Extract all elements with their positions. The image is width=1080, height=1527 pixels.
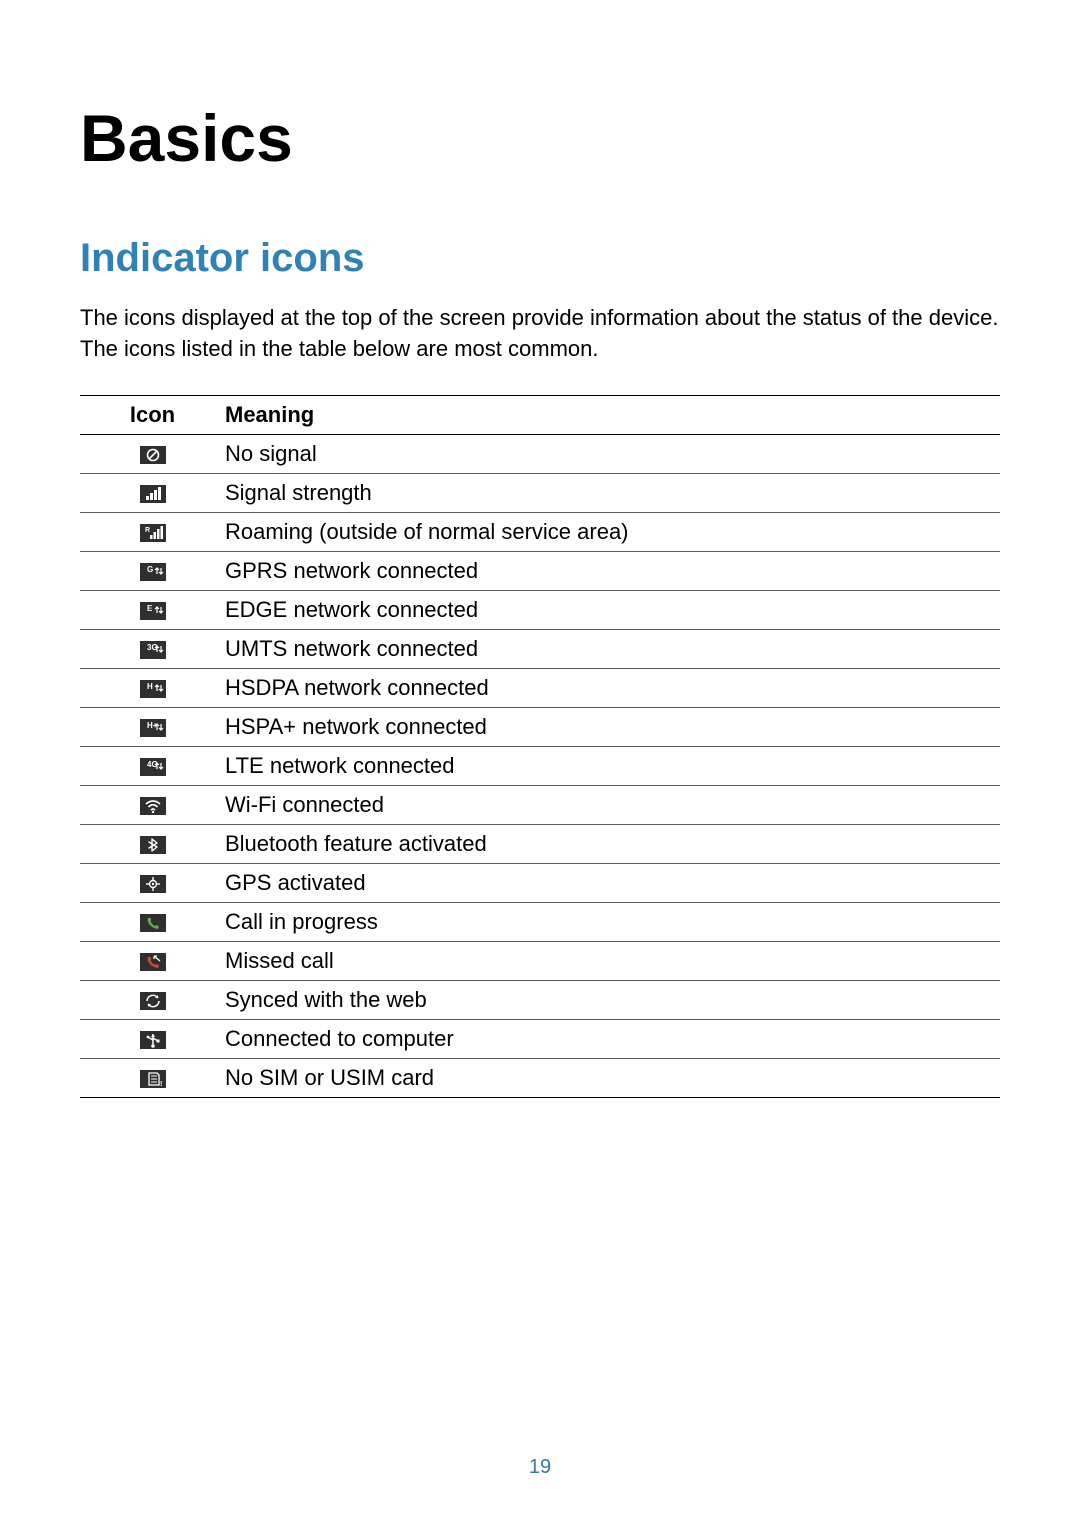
meaning-cell: No SIM or USIM card [225, 1058, 1000, 1097]
meaning-cell: GPRS network connected [225, 551, 1000, 590]
call-icon [140, 914, 166, 932]
icon-cell: R [80, 512, 225, 551]
meaning-cell: Connected to computer [225, 1019, 1000, 1058]
section-heading: Indicator icons [80, 236, 1000, 281]
signal-icon [140, 485, 166, 503]
edge-icon: E [140, 602, 166, 620]
icon-cell [80, 434, 225, 473]
meaning-cell: LTE network connected [225, 746, 1000, 785]
table-row: G GPRS network connected [80, 551, 1000, 590]
gprs-icon: G [140, 563, 166, 581]
icon-cell: 4G [80, 746, 225, 785]
icon-cell: G [80, 551, 225, 590]
hsdpa-icon: H [140, 680, 166, 698]
icon-cell: H+ [80, 707, 225, 746]
svg-text:R: R [145, 527, 150, 534]
svg-text:E: E [147, 604, 153, 613]
icon-cell: H [80, 668, 225, 707]
gps-icon [140, 875, 166, 893]
meaning-cell: Bluetooth feature activated [225, 824, 1000, 863]
page-number: 19 [0, 1456, 1080, 1479]
page-title: Basics [80, 100, 1000, 176]
table-row: R Roaming (outside of normal service area… [80, 512, 1000, 551]
table-row: H HSDPA network connected [80, 668, 1000, 707]
table-row: Missed call [80, 941, 1000, 980]
meaning-cell: UMTS network connected [225, 629, 1000, 668]
table-row: Signal strength [80, 473, 1000, 512]
table-row: ! No SIM or USIM card [80, 1058, 1000, 1097]
col-header-meaning: Meaning [225, 395, 1000, 434]
icon-cell [80, 902, 225, 941]
roaming-icon: R [140, 524, 166, 542]
icon-cell [80, 1019, 225, 1058]
meaning-cell: HSPA+ network connected [225, 707, 1000, 746]
icon-cell [80, 824, 225, 863]
meaning-cell: Signal strength [225, 473, 1000, 512]
meaning-cell: HSDPA network connected [225, 668, 1000, 707]
icon-cell [80, 863, 225, 902]
hspa-plus-icon: H+ [140, 719, 166, 737]
indicator-icons-table: Icon Meaning No signalSignal strength R Ro… [80, 395, 1000, 1098]
table-row: Connected to computer [80, 1019, 1000, 1058]
icon-cell: E [80, 590, 225, 629]
missed-call-icon [140, 953, 166, 971]
no-sim-icon: ! [140, 1070, 166, 1088]
icon-cell: ! [80, 1058, 225, 1097]
svg-text:G: G [147, 565, 153, 574]
meaning-cell: Missed call [225, 941, 1000, 980]
lte-icon: 4G [140, 758, 166, 776]
meaning-cell: No signal [225, 434, 1000, 473]
icon-cell [80, 980, 225, 1019]
usb-icon [140, 1031, 166, 1049]
meaning-cell: Synced with the web [225, 980, 1000, 1019]
table-row: Call in progress [80, 902, 1000, 941]
meaning-cell: EDGE network connected [225, 590, 1000, 629]
umts-icon: 3G [140, 641, 166, 659]
icon-cell [80, 785, 225, 824]
table-row: GPS activated [80, 863, 1000, 902]
table-row: Wi-Fi connected [80, 785, 1000, 824]
bluetooth-icon [140, 836, 166, 854]
no-signal-icon [140, 446, 166, 464]
icon-cell: 3G [80, 629, 225, 668]
table-header-row: Icon Meaning [80, 395, 1000, 434]
meaning-cell: Wi-Fi connected [225, 785, 1000, 824]
table-row: Bluetooth feature activated [80, 824, 1000, 863]
intro-text: The icons displayed at the top of the sc… [80, 303, 1000, 365]
icon-cell [80, 941, 225, 980]
meaning-cell: Roaming (outside of normal service area) [225, 512, 1000, 551]
icon-cell [80, 473, 225, 512]
svg-text:!: ! [160, 1081, 162, 1088]
table-row: E EDGE network connected [80, 590, 1000, 629]
table-row: H+ HSPA+ network connected [80, 707, 1000, 746]
svg-text:H: H [147, 682, 153, 691]
col-header-icon: Icon [80, 395, 225, 434]
meaning-cell: Call in progress [225, 902, 1000, 941]
table-row: 3G UMTS network connected [80, 629, 1000, 668]
table-row: Synced with the web [80, 980, 1000, 1019]
meaning-cell: GPS activated [225, 863, 1000, 902]
table-row: No signal [80, 434, 1000, 473]
table-row: 4G LTE network connected [80, 746, 1000, 785]
sync-icon [140, 992, 166, 1010]
wifi-icon [140, 797, 166, 815]
